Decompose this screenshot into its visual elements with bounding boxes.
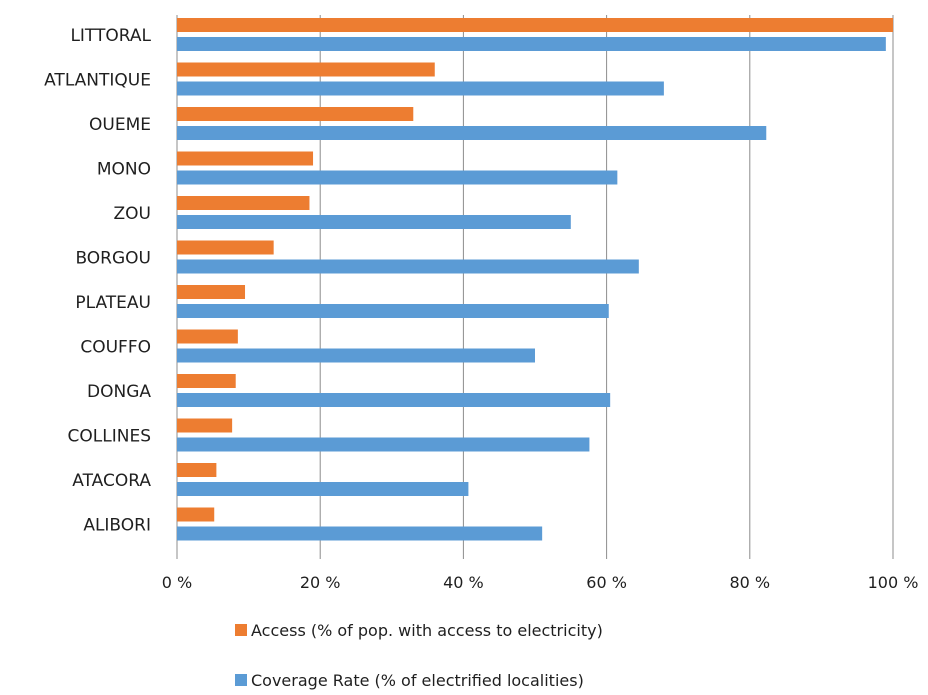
axis: 0 % 20 % 40 % 60 % 80 % 100 % LITTORAL ATLANTIQ… bbox=[44, 26, 918, 592]
category-label: ATLANTIQUE bbox=[44, 71, 151, 91]
coverage-bar bbox=[177, 215, 571, 229]
category-label: BORGOU bbox=[75, 249, 151, 269]
coverage-bar bbox=[177, 437, 590, 452]
coverage-bar bbox=[177, 37, 886, 51]
legend: Access (% of pop. with access to electri… bbox=[235, 621, 603, 690]
gridlines bbox=[176, 15, 894, 559]
coverage-bar bbox=[177, 304, 609, 318]
coverage-bar bbox=[177, 259, 639, 274]
access-bar bbox=[177, 240, 274, 255]
category-label: ZOU bbox=[114, 204, 151, 224]
coverage-bar bbox=[177, 170, 618, 185]
category-label: COUFFO bbox=[80, 338, 151, 358]
coverage-bar bbox=[177, 126, 767, 140]
category-label: ATACORA bbox=[72, 471, 151, 491]
category-label: OUEME bbox=[89, 115, 151, 135]
access-bar bbox=[177, 507, 215, 522]
access-bar bbox=[177, 463, 217, 477]
access-bar bbox=[177, 329, 238, 344]
access-bar bbox=[177, 18, 893, 32]
x-tick-label: 0 % bbox=[162, 573, 192, 592]
access-bar bbox=[177, 418, 233, 433]
legend-label-coverage: Coverage Rate (% of electrified localiti… bbox=[251, 671, 584, 690]
x-tick-label: 40 % bbox=[443, 573, 484, 592]
access-bar bbox=[177, 196, 310, 210]
legend-swatch-access bbox=[235, 624, 247, 636]
coverage-bar bbox=[177, 482, 469, 496]
category-label: PLATEAU bbox=[75, 293, 151, 313]
bars bbox=[177, 18, 893, 541]
coverage-bar bbox=[177, 526, 543, 541]
category-label: LITTORAL bbox=[70, 26, 151, 46]
x-tick-label: 60 % bbox=[586, 573, 627, 592]
category-label: ALIBORI bbox=[83, 516, 151, 536]
coverage-bar bbox=[177, 348, 535, 363]
legend-label-access: Access (% of pop. with access to electri… bbox=[251, 621, 603, 640]
category-label: COLLINES bbox=[68, 427, 151, 447]
category-label: DONGA bbox=[87, 382, 151, 402]
category-label: MONO bbox=[97, 160, 151, 180]
x-tick-label: 80 % bbox=[729, 573, 770, 592]
access-bar bbox=[177, 62, 435, 77]
access-bar bbox=[177, 374, 236, 388]
x-tick-label: 100 % bbox=[868, 573, 919, 592]
access-bar bbox=[177, 151, 314, 166]
coverage-bar bbox=[177, 393, 611, 407]
coverage-bar bbox=[177, 81, 664, 96]
access-bar bbox=[177, 285, 246, 299]
access-bar bbox=[177, 107, 414, 121]
legend-swatch-coverage bbox=[235, 674, 247, 686]
x-tick-label: 20 % bbox=[300, 573, 341, 592]
